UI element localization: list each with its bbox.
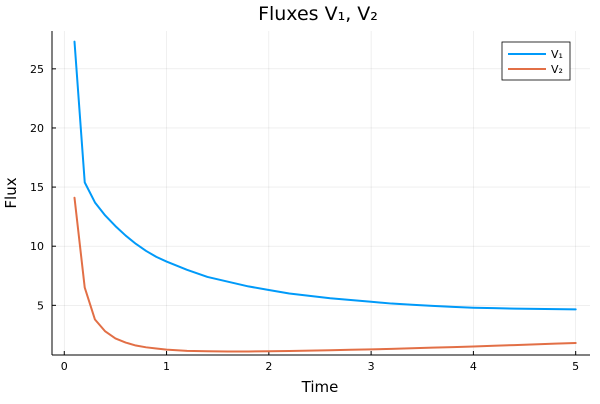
x-tick-label: 3 [368,360,375,373]
x-tick-label: 2 [265,360,272,373]
legend-label-v1: V₁ [551,48,563,61]
y-tick-label: 20 [30,122,44,135]
y-tick-label: 15 [30,181,44,194]
series-lines [73,40,577,353]
y-tick-labels: 5 10 15 20 25 [30,63,44,312]
grid-lines [52,31,590,355]
y-tick-label: 10 [30,240,44,253]
x-tick-label: 4 [470,360,477,373]
x-axis-label: Time [301,378,339,396]
x-tick-label: 5 [572,360,579,373]
axes [51,31,590,356]
series-line-v2 [73,196,577,353]
y-axis-label: Flux [2,177,20,208]
legend-box [501,41,571,81]
chart-title: Fluxes V₁, V₂ [258,3,378,25]
series-line-v1 [73,40,577,311]
y-tick-label: 25 [30,63,44,76]
x-tick-label: 1 [163,360,170,373]
legend-label-v2: V₂ [551,63,563,76]
x-tick-label: 0 [61,360,68,373]
y-tick-label: 5 [37,299,44,312]
legend: V₁ V₂ [501,41,571,81]
x-tick-labels: 0 1 2 3 4 5 [61,360,579,373]
